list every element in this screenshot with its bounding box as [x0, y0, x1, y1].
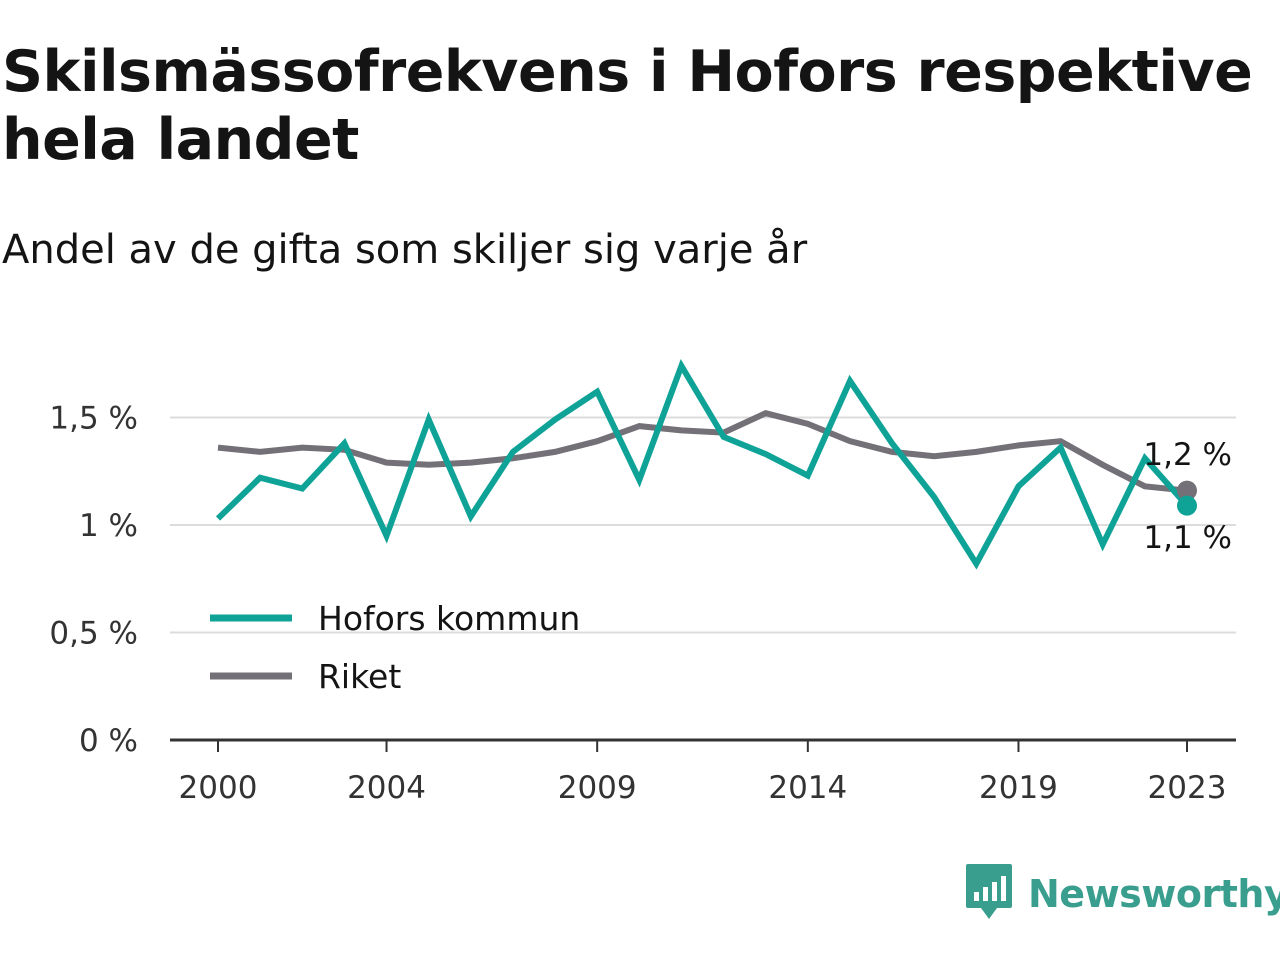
- newsworthy-chart-bubble-icon: [964, 862, 1014, 926]
- x-axis: 2000 2004 2009 2014 2019 2023: [170, 738, 1236, 806]
- end-label-riket: 1,2 %: [1143, 437, 1232, 473]
- legend-label-riket: Riket: [318, 657, 401, 696]
- end-marker-riket: [1177, 480, 1197, 501]
- newsworthy-logo: Newsworthy: [964, 864, 1280, 924]
- x-tick-label: 2014: [768, 770, 847, 806]
- x-tick-label: 2000: [179, 770, 258, 806]
- series-lines: [215, 358, 1190, 570]
- y-tick-label: 0 %: [79, 723, 138, 759]
- y-tick-label: 1,5 %: [49, 401, 138, 437]
- x-tick-label: 2009: [558, 770, 637, 806]
- end-markers: [1177, 480, 1197, 516]
- x-tick-label: 2019: [979, 770, 1058, 806]
- y-tick-label: 1 %: [79, 508, 138, 544]
- y-tick-label: 0,5 %: [49, 616, 138, 652]
- x-tick-label: 2023: [1148, 770, 1227, 806]
- legend: Hofors kommun Riket: [210, 599, 580, 696]
- chart-title: Skilsmässofrekvens i Hofors respektive h…: [2, 39, 1253, 173]
- legend-label-hofors: Hofors kommun: [318, 599, 580, 638]
- brand-name: Newsworthy: [1028, 872, 1280, 916]
- end-label-hofors: 1,1 %: [1143, 520, 1232, 556]
- end-marker-hofors: [1177, 495, 1197, 516]
- y-axis-ticks: 0 % 0,5 % 1 % 1,5 %: [49, 401, 138, 760]
- series-line-riket: [217, 410, 1188, 494]
- gridlines: [170, 416, 1236, 634]
- chart-subtitle: Andel av de gifta som skiljer sig varje …: [2, 227, 808, 273]
- x-tick-label: 2004: [347, 770, 426, 806]
- series-line-hofors: [215, 358, 1190, 570]
